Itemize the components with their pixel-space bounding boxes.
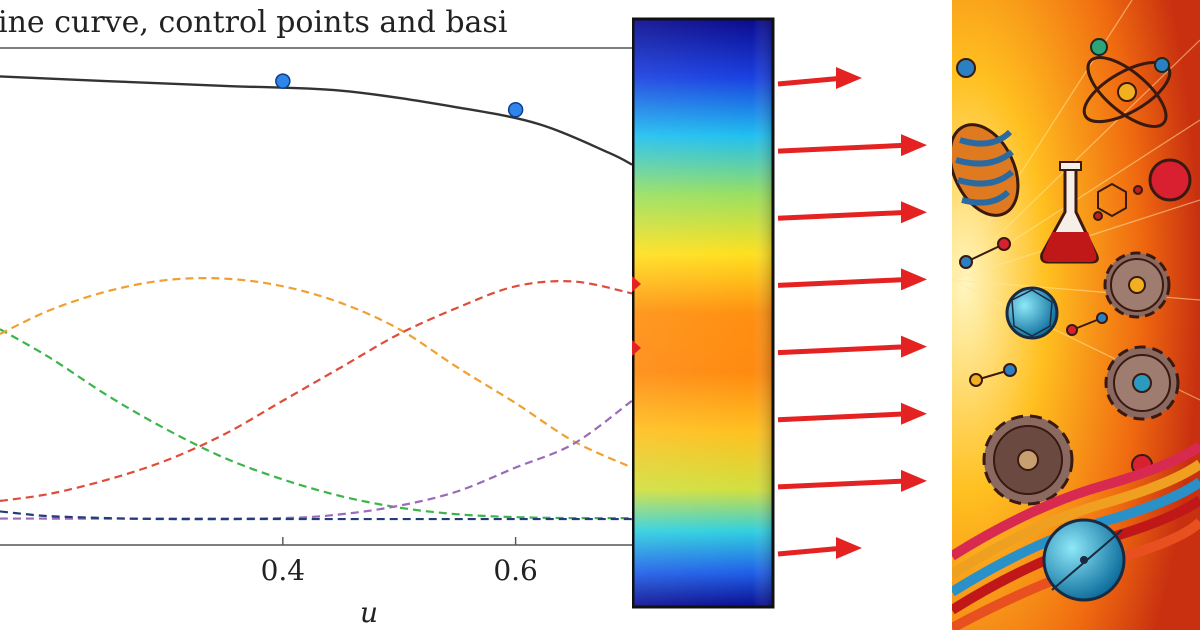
arrow-shaft [777,276,910,288]
spline-chart: ine curve, control points and basi 0.4 0.… [0,5,632,629]
basis-function-line [0,280,632,503]
arrow-shaft [777,545,845,557]
gradient-bar-shading [632,18,774,608]
left-arrow-tip-icon [632,276,641,292]
arrow-head-icon [836,67,862,89]
gradient-panel [632,0,952,630]
dna-spring-icon [952,123,1020,217]
gradient-bar-frame [632,17,775,609]
left-arrow-tip-icon [632,340,641,356]
arrow-shaft [777,209,910,221]
x-ticks: 0.4 0.6 [261,537,538,587]
arrow-shaft [777,75,845,87]
atom-icon [1082,38,1172,128]
basis-function-line [0,399,632,520]
x-axis-label: u [360,596,378,629]
control-point [507,102,524,118]
basis-function-line [0,276,632,469]
arrow-head-icon [901,335,927,358]
knob-icon [1148,158,1192,202]
atom-icon [1005,286,1059,340]
arrow-shaft [777,344,910,356]
flask-icon [1040,161,1099,264]
arrow-head-icon [901,201,927,224]
arrow-head-icon [836,537,862,559]
gear-icon [1103,251,1171,319]
chart-title: ine curve, control points and basi [0,5,507,40]
x-tick-label: 0.6 [493,554,538,587]
flux-arrows [777,67,927,559]
control-point [275,73,291,89]
basis-function-line [0,510,632,521]
spline-plot-panel: ine curve, control points and basi 0.4 0.… [0,5,632,629]
x-tick-label: 0.4 [261,554,306,587]
science-collage-icon [952,0,1200,630]
gradient-diagram [632,17,927,609]
sphere-icon [1042,518,1126,602]
science-illustration-panel [952,0,1200,630]
arrow-shaft [777,411,910,423]
arrow-head-icon [901,134,927,157]
series-group [0,73,632,521]
arrow-head-icon [901,402,927,425]
molecule-icon [1093,182,1143,221]
arrow-head-icon [901,268,927,291]
arrow-shaft [777,142,910,154]
arrow-head-icon [901,469,927,492]
gear-icon [1104,345,1180,421]
basis-function-line [0,328,632,520]
arrow-shaft [777,478,910,490]
gear-icon [982,414,1074,506]
spline-curve [0,75,632,166]
